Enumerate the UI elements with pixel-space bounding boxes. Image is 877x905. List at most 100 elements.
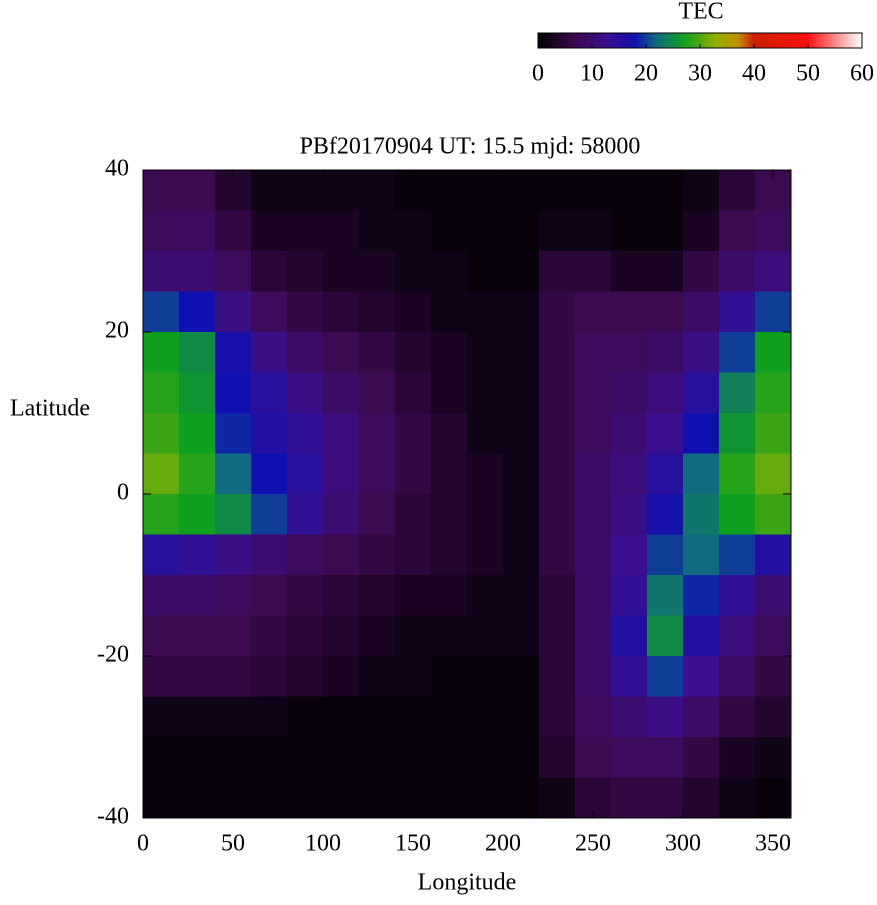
heatmap-cell [683, 170, 720, 211]
heatmap-cell [395, 696, 432, 738]
heatmap-cell [323, 251, 360, 292]
heatmap-cell [503, 210, 540, 252]
heatmap-cell [431, 453, 468, 495]
heatmap-cell [539, 494, 576, 535]
heatmap-cell [647, 656, 684, 697]
heatmap-cell [503, 737, 540, 778]
heatmap-cell [467, 777, 504, 819]
heatmap-cell [287, 251, 324, 292]
heatmap-cell [179, 332, 216, 373]
heatmap-cell [395, 575, 432, 616]
heatmap-cell [503, 494, 540, 535]
heatmap-cell [215, 453, 252, 495]
colorbar-tick-label: 20 [634, 61, 658, 87]
heatmap-cell [467, 615, 504, 657]
heatmap-cell [179, 656, 216, 697]
heatmap-cell [359, 332, 396, 373]
heatmap-cell [611, 494, 648, 535]
heatmap-cell [431, 372, 468, 414]
colorbar-label: TEC [678, 0, 723, 25]
heatmap-cell [503, 534, 540, 576]
heatmap-cell [755, 332, 792, 373]
heatmap-cell [467, 332, 504, 373]
heatmap-cell [611, 170, 648, 211]
heatmap-cell [719, 777, 756, 819]
heatmap-cell [575, 494, 612, 535]
heatmap-cell [215, 372, 252, 414]
heatmap-cell [179, 615, 216, 657]
x-tick-label: 50 [221, 831, 245, 857]
heatmap-cell [287, 575, 324, 616]
heatmap-cell [539, 170, 576, 211]
heatmap-cell [215, 656, 252, 697]
heatmap-cell [611, 737, 648, 778]
heatmap-cell [755, 372, 792, 414]
heatmap-cell [755, 737, 792, 778]
heatmap-cell [143, 453, 180, 495]
colorbar-tick-label: 50 [796, 61, 820, 87]
heatmap-cell [215, 413, 252, 454]
heatmap-cell [215, 737, 252, 778]
x-tick-label: 350 [755, 831, 791, 857]
heatmap-cell [611, 615, 648, 657]
heatmap-cell [323, 575, 360, 616]
heatmap-cell [683, 453, 720, 495]
heatmap-cell [179, 210, 216, 252]
heatmap-cell [251, 251, 288, 292]
heatmap-cell [647, 332, 684, 373]
heatmap-cell [179, 453, 216, 495]
heatmap-cell [395, 453, 432, 495]
heatmap-cell [395, 210, 432, 252]
x-tick-label: 200 [485, 831, 521, 857]
heatmap-cell [323, 534, 360, 576]
heatmap-cell [503, 615, 540, 657]
x-tick-label: 250 [575, 831, 611, 857]
heatmap-cell [647, 453, 684, 495]
heatmap-cell [611, 372, 648, 414]
x-axis-label: Longitude [418, 870, 517, 896]
heatmap-cell [647, 372, 684, 414]
heatmap-cell [503, 575, 540, 616]
heatmap-cell [323, 696, 360, 738]
heatmap-cell [323, 170, 360, 211]
heatmap-cell [683, 210, 720, 252]
heatmap-cell [431, 615, 468, 657]
heatmap-cell [359, 777, 396, 819]
heatmap-cell [251, 372, 288, 414]
heatmap-cell [431, 170, 468, 211]
heatmap-cell [251, 615, 288, 657]
heatmap-cell [215, 291, 252, 333]
heatmap-cell [395, 413, 432, 454]
heatmap-cell [143, 332, 180, 373]
heatmap-cell [503, 332, 540, 373]
heatmap-cell [467, 534, 504, 576]
heatmap-cell [251, 413, 288, 454]
heatmap-cell [143, 534, 180, 576]
heatmap-cell [179, 777, 216, 819]
heatmap-cell [251, 777, 288, 819]
heatmap-cell [683, 615, 720, 657]
heatmap-cell [611, 534, 648, 576]
heatmap-cell [143, 372, 180, 414]
heatmap-cell [143, 494, 180, 535]
heatmap-cell [143, 170, 180, 211]
heatmap-cell [143, 696, 180, 738]
heatmap-cell [431, 210, 468, 252]
heatmap-cell [611, 413, 648, 454]
x-tick-label: 150 [395, 831, 431, 857]
heatmap-cell [287, 170, 324, 211]
heatmap-cell [143, 291, 180, 333]
heatmap-cell [683, 291, 720, 333]
heatmap-cell [143, 210, 180, 252]
heatmap-cell [539, 413, 576, 454]
heatmap-cell [467, 372, 504, 414]
heatmap-cell [431, 251, 468, 292]
heatmap-cell [431, 494, 468, 535]
colorbar-tick-label: 60 [850, 61, 874, 87]
heatmap-cell [431, 656, 468, 697]
heatmap-cell [143, 737, 180, 778]
heatmap-cell [683, 737, 720, 778]
heatmap-cell [503, 413, 540, 454]
heatmap-cell [359, 534, 396, 576]
